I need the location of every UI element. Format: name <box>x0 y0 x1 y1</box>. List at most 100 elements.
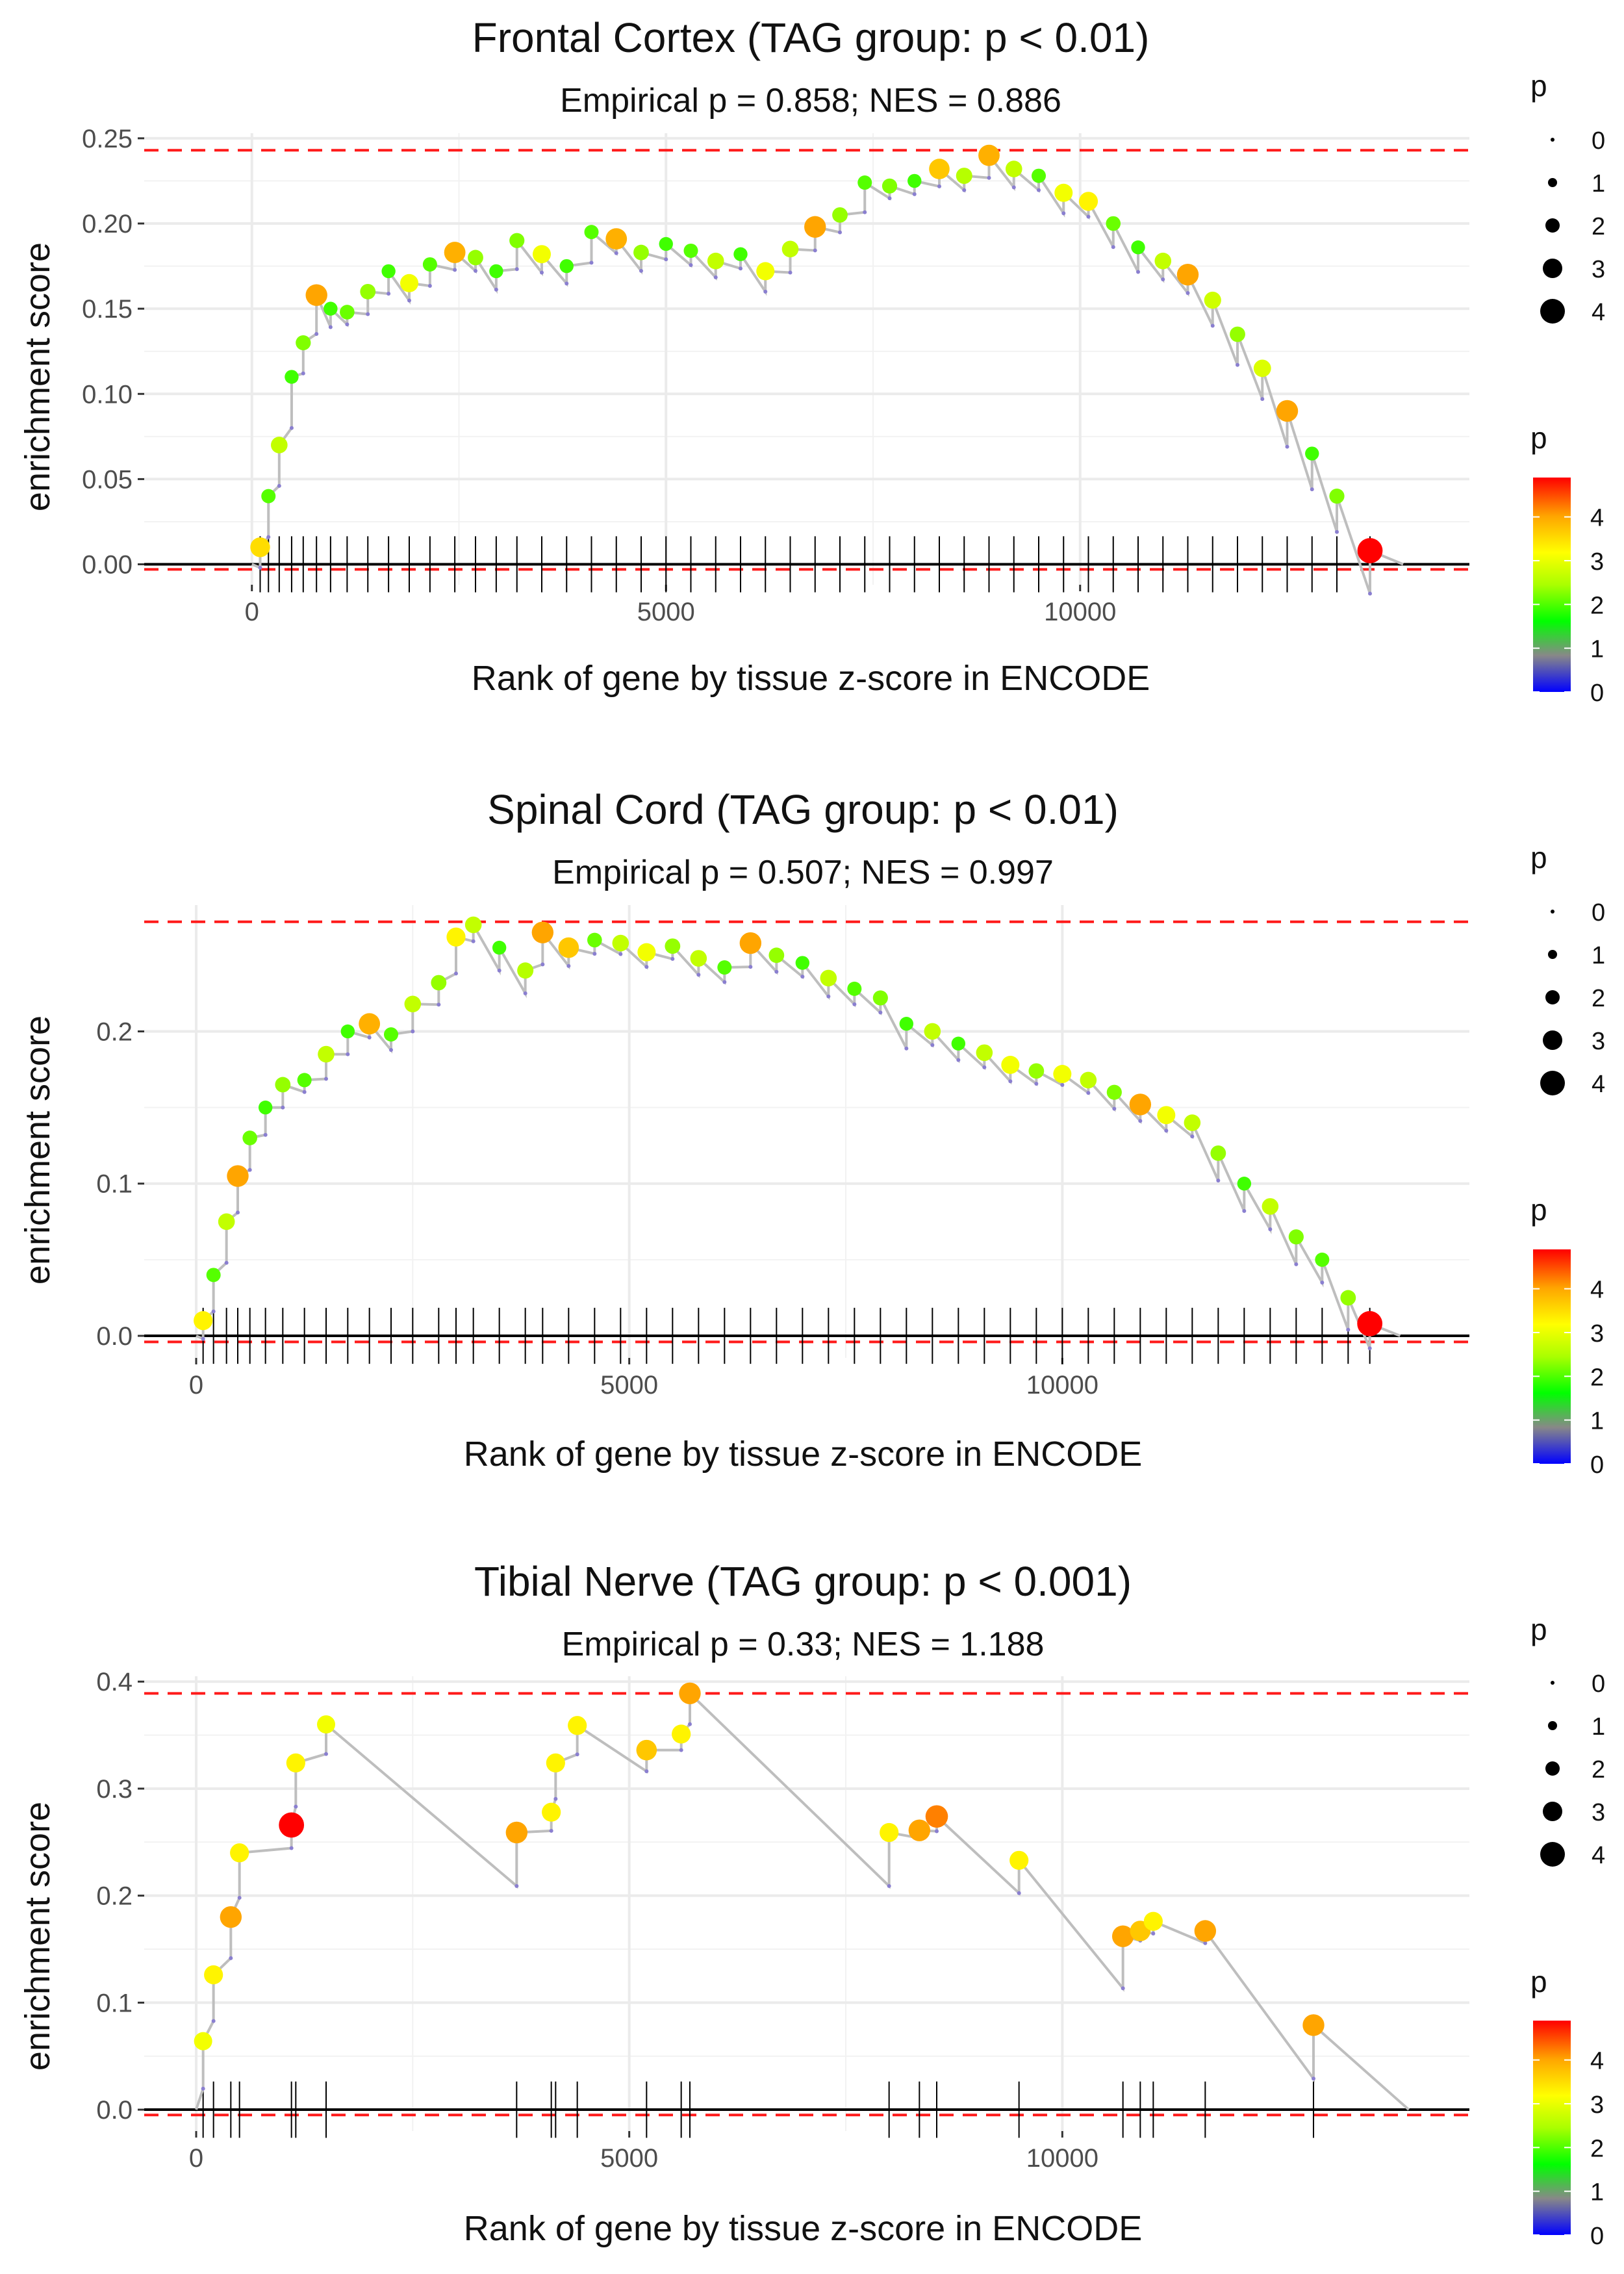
running-score-minimum-point <box>437 1003 441 1007</box>
running-score-minimum-point <box>592 951 597 956</box>
enrichment-point <box>318 1045 335 1063</box>
running-score-minimum-point <box>471 939 476 943</box>
enrichment-point <box>1357 538 1383 563</box>
enrichment-point <box>206 1268 221 1283</box>
x-tick-label: 10000 <box>1026 2144 1098 2173</box>
running-score-minimum-point <box>1086 214 1091 219</box>
running-score-minimum-point <box>294 1804 298 1809</box>
enrichment-point <box>1210 1145 1226 1161</box>
running-score-minimum-point <box>1260 397 1265 402</box>
enrichment-point <box>324 301 338 316</box>
enrichment-point <box>683 243 698 258</box>
running-score-minimum-point <box>1121 1986 1125 1991</box>
running-score-minimum-point <box>1310 487 1314 492</box>
running-score-minimum-point <box>763 289 768 294</box>
running-score-minimum-point <box>345 322 349 327</box>
x-tick-label: 0 <box>189 1371 203 1399</box>
enrichment-point <box>546 1753 565 1773</box>
legend-size-label: 0 <box>1592 1670 1605 1698</box>
x-tick-label: 5000 <box>600 2144 658 2173</box>
enrichment-point <box>899 1017 914 1031</box>
enrichment-point <box>587 932 602 948</box>
enrichment-point <box>665 938 681 954</box>
chart-subtitle: Empirical p = 0.33; NES = 1.188 <box>562 1626 1045 1663</box>
legend-size-swatch <box>1548 950 1557 959</box>
plot-area: 0 5000 10000 0.0 0.1 0.2 <box>96 905 1469 1399</box>
running-score-minimum-point <box>1112 1106 1117 1111</box>
enrichment-point <box>360 284 376 300</box>
running-score-minimum-point <box>1138 1119 1143 1123</box>
running-score-minimum-point <box>1203 1941 1208 1945</box>
legend-size-swatch <box>1545 990 1560 1004</box>
enrichment-point <box>1302 2014 1325 2036</box>
enrichment-point <box>1106 216 1121 231</box>
enrichment-point <box>568 1716 587 1735</box>
legend-color-label: 1 <box>1590 1408 1604 1435</box>
legend-size-swatch <box>1545 1761 1560 1776</box>
running-score-minimum-point <box>1320 1281 1325 1285</box>
enrichment-score-line <box>196 919 1401 1349</box>
legend-size-swatch <box>1543 1030 1562 1050</box>
enrichment-point <box>509 233 525 248</box>
enrichment-point <box>679 1682 701 1705</box>
enrichment-point <box>847 981 862 996</box>
chart-subtitle: Empirical p = 0.507; NES = 0.997 <box>552 854 1054 891</box>
running-score-minimum-point <box>247 1168 252 1172</box>
enrichment-point <box>296 335 311 351</box>
running-score-minimum-point <box>224 1260 229 1265</box>
running-score-minimum-point <box>1111 245 1115 249</box>
running-score-minimum-point <box>887 196 892 201</box>
legend: p p 0 1 2 3 4 4 3 2 1 0 <box>1530 69 1605 707</box>
running-score-minimum-point <box>1268 1227 1273 1232</box>
panel-tibial-nerve: Tibial Nerve (TAG group: p < 0.001) Empi… <box>18 1558 1605 2250</box>
plot-area: 0 5000 10000 0.0 0.1 0.2 0.3 0.4 <box>96 1668 1469 2173</box>
running-score-minimum-point <box>788 270 793 275</box>
panel-spinal-cord: Spinal Cord (TAG group: p < 0.01) Empiri… <box>18 786 1605 1479</box>
running-score-minimum-point <box>1034 1082 1039 1086</box>
running-score-minimum-point <box>314 331 319 336</box>
legend-size-label: 2 <box>1592 1756 1605 1783</box>
y-tick-label: 0.00 <box>82 551 133 580</box>
enrichment-point <box>1054 183 1073 202</box>
running-score-minimum-point <box>1190 1134 1195 1139</box>
enrichment-point <box>317 1715 335 1734</box>
enrichment-point <box>672 1724 691 1744</box>
enrichment-point <box>804 216 826 238</box>
enrichment-point <box>285 370 299 384</box>
enrichment-point <box>250 537 270 557</box>
running-score-minimum-point <box>589 261 594 265</box>
running-score-minimum-point <box>266 535 271 539</box>
legend-color-label: 2 <box>1590 1364 1604 1391</box>
enrichment-point <box>194 2032 212 2050</box>
running-score-minimum-point <box>1242 1208 1247 1213</box>
running-score-minimum-point <box>366 312 370 316</box>
enrichment-point <box>275 1077 291 1093</box>
enrichment-point <box>227 1165 249 1187</box>
y-axis-title: enrichment score <box>18 1016 57 1284</box>
running-score-minimum-point <box>639 268 643 273</box>
running-score-minimum-point <box>1086 1091 1091 1095</box>
running-score-minimum-point <box>813 248 817 253</box>
y-tick-label: 0.4 <box>96 1668 133 1696</box>
enrichment-point <box>559 259 574 274</box>
panel-frontal-cortex: Frontal Cortex (TAG group: p < 0.01) Emp… <box>18 14 1605 707</box>
legend-color-label: 4 <box>1590 1277 1604 1304</box>
legend-size-label: 1 <box>1592 1713 1605 1741</box>
legend-color-label: 0 <box>1590 680 1604 707</box>
running-score-minimum-point <box>289 426 294 430</box>
y-tick-label: 0.0 <box>96 2096 133 2125</box>
enrichment-point <box>1184 1114 1201 1131</box>
enrichment-point <box>1154 252 1172 270</box>
chart-title: Spinal Cord (TAG group: p < 0.01) <box>487 786 1119 833</box>
y-axis-title: enrichment score <box>18 242 57 511</box>
enrichment-point <box>1288 1229 1304 1245</box>
legend-size-label: 4 <box>1592 299 1605 326</box>
running-score-minimum-point <box>826 994 831 999</box>
enrichment-point <box>400 274 418 292</box>
running-score-minimum-point <box>800 975 805 979</box>
enrichment-point <box>384 1027 398 1042</box>
running-score-minimum-point <box>1294 1262 1299 1266</box>
enrichment-point <box>707 252 724 270</box>
x-axis-title: Rank of gene by tissue z-score in ENCODE <box>464 1435 1142 1474</box>
running-score-minimum-point <box>838 230 842 235</box>
